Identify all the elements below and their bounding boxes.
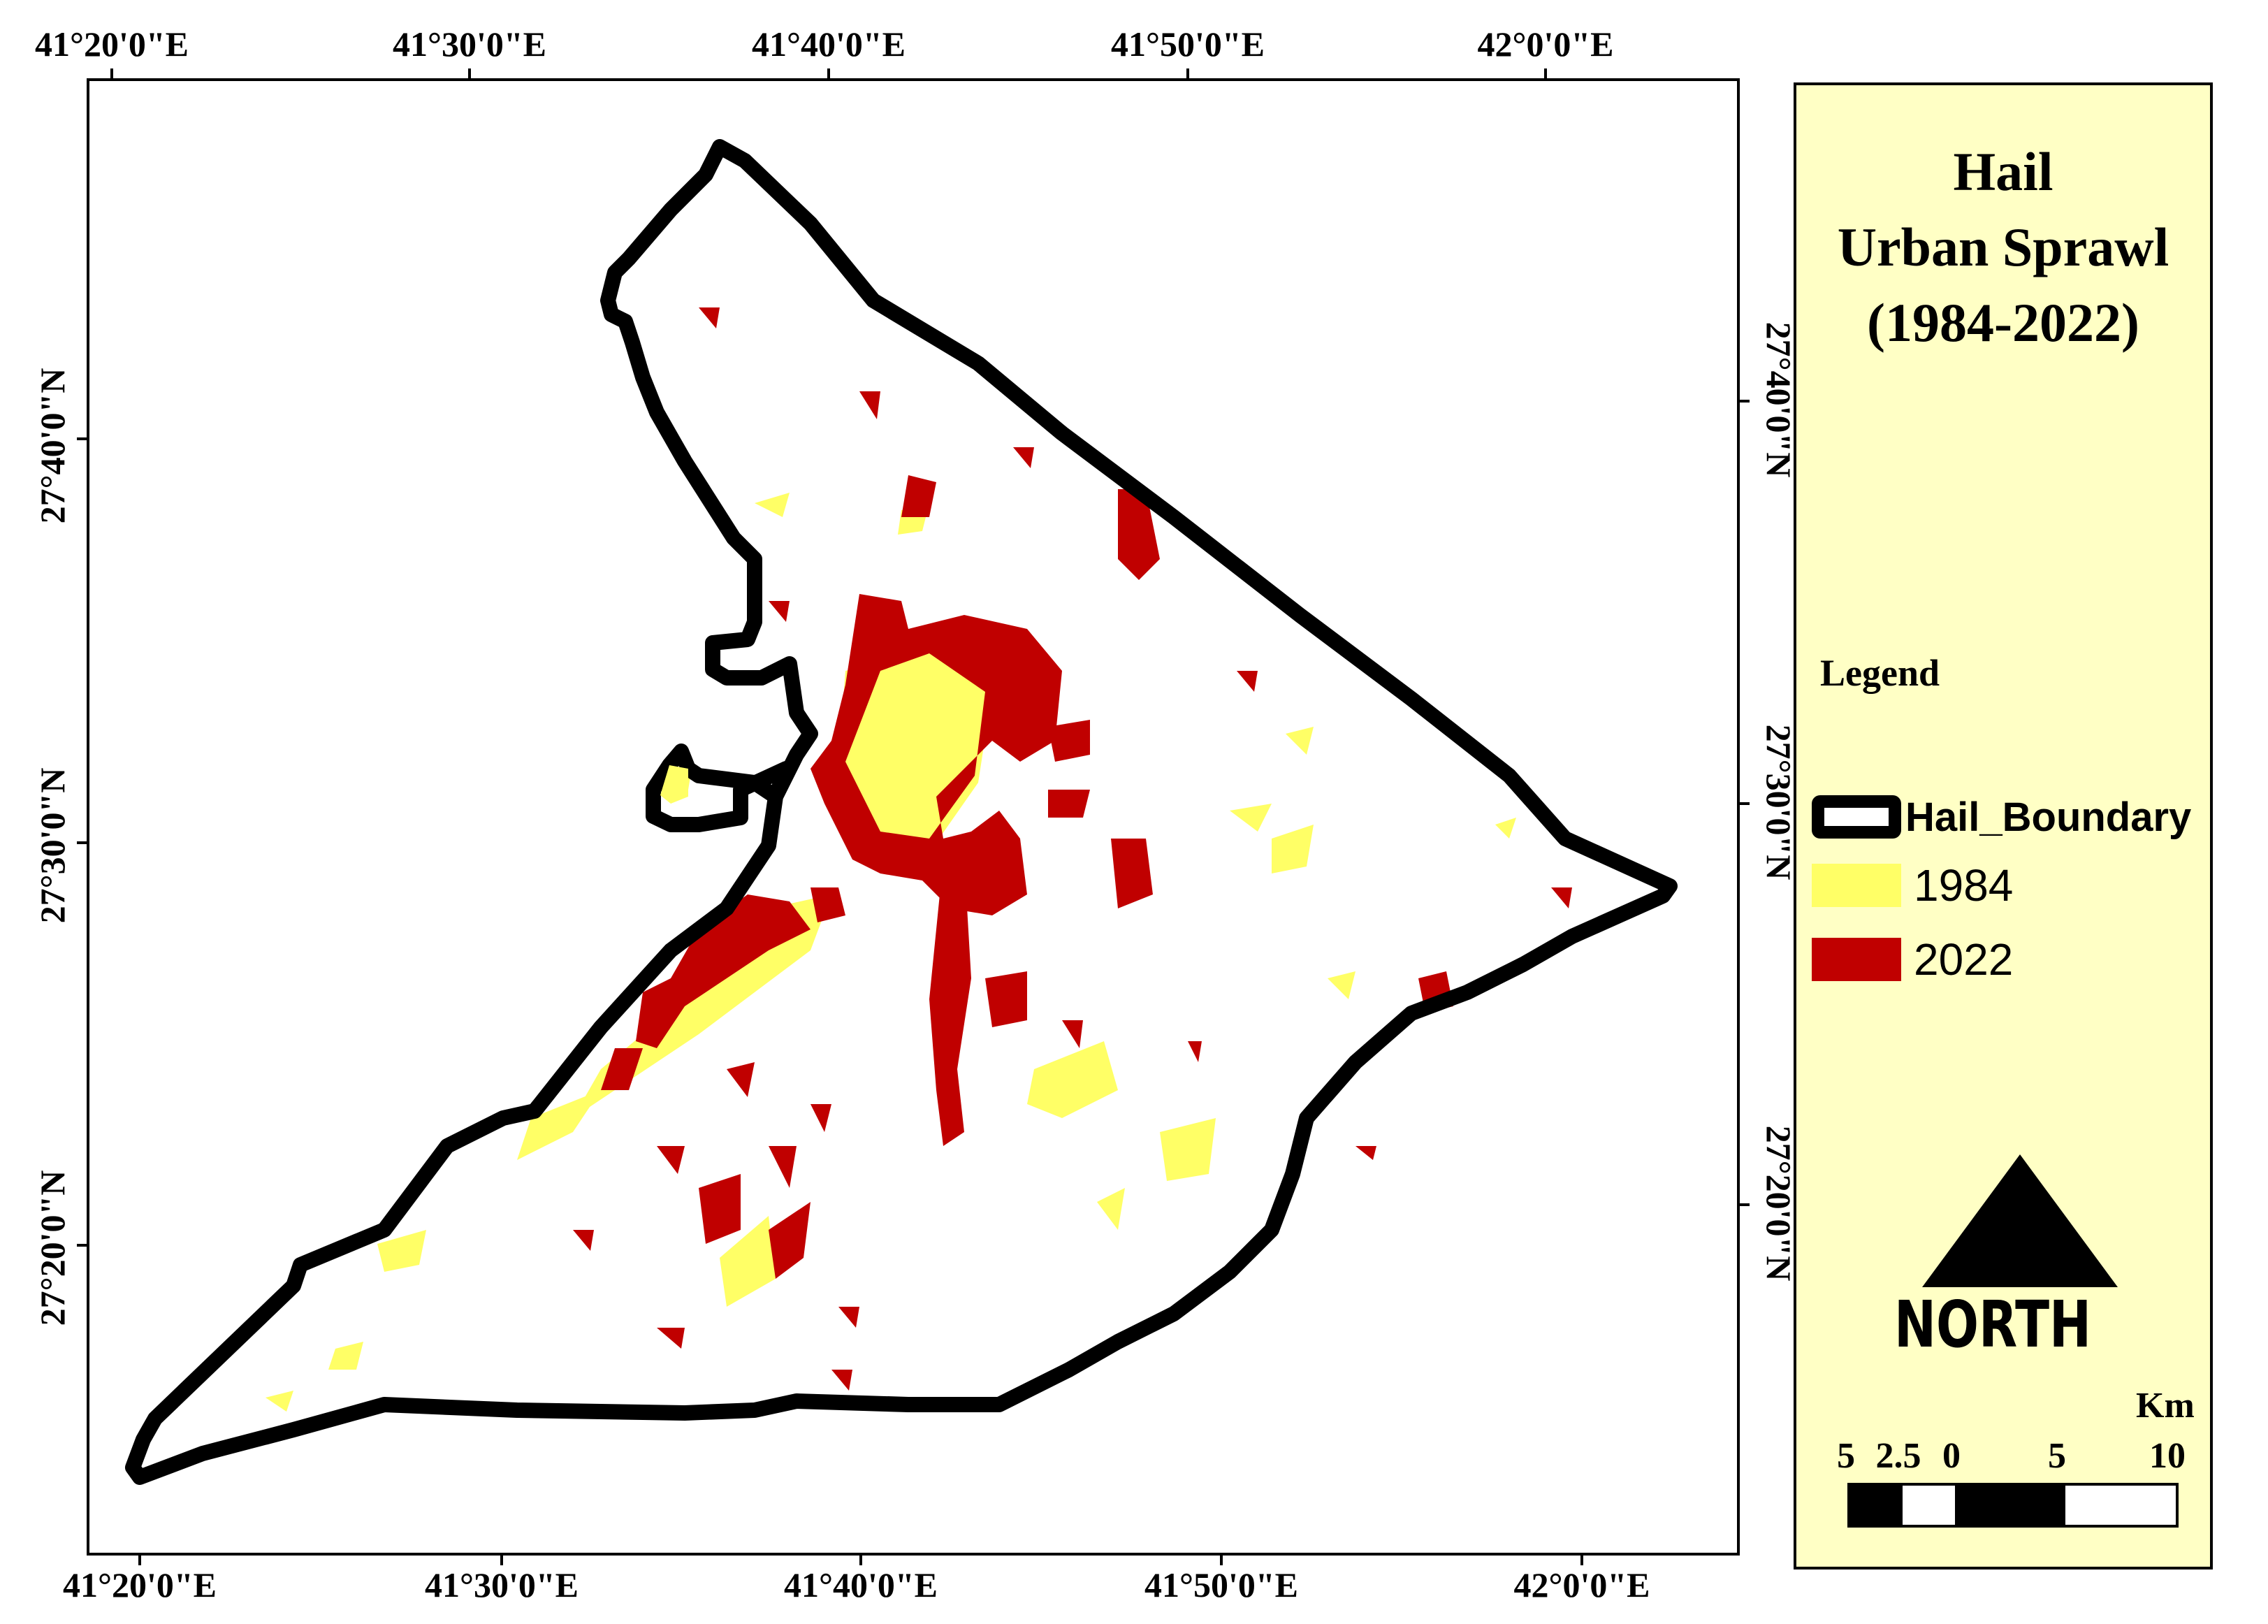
bottom-longitude-label-3: 41°40'0"E <box>784 1565 938 1604</box>
legend-label-2022: 2022 <box>1914 934 2014 985</box>
frame-ticks <box>77 68 1750 1565</box>
top-longitude-label-2: 41°30'0"E <box>393 24 546 64</box>
scale-label-2: 2.5 <box>1875 1436 1921 1476</box>
scale-label-4: 5 <box>2048 1436 2066 1476</box>
bottom-longitude-label-5: 42°0'0"E <box>1513 1565 1650 1604</box>
map-title: Hail Urban Sprawl (1984-2022) <box>1796 134 2210 361</box>
map-title-line-1: Hail <box>1953 141 2053 202</box>
legend-item-2022: 2022 <box>1812 934 2014 985</box>
hail-boundary-outline <box>125 139 1678 1485</box>
scale-unit: Km <box>2136 1386 2195 1426</box>
bottom-longitude-label-4: 41°50'0"E <box>1144 1565 1298 1604</box>
legend-panel: Hail Urban Sprawl (1984-2022) Legend Hai… <box>1794 82 2213 1569</box>
legend-label-1984: 1984 <box>1914 860 2014 911</box>
boundary-enclave-fill <box>660 765 688 804</box>
scale-segment-4 <box>2065 1486 2176 1525</box>
map-title-line-3: (1984-2022) <box>1867 292 2139 353</box>
legend-item-1984: 1984 <box>1812 860 2014 911</box>
top-longitude-label-1: 41°20'0"E <box>35 24 189 64</box>
scale-label-3: 0 <box>1942 1436 1961 1476</box>
bottom-longitude-label-2: 41°30'0"E <box>425 1565 579 1604</box>
map-title-line-2: Urban Sprawl <box>1837 217 2169 277</box>
scale-segment-1 <box>1850 1486 1903 1525</box>
legend-swatch-2022 <box>1812 938 1901 981</box>
north-label: NORTH <box>1894 1287 2092 1362</box>
scale-segment-2 <box>1903 1486 1955 1525</box>
bottom-longitude-label-1: 41°20'0"E <box>63 1565 217 1604</box>
urban-areas-2022 <box>573 307 1572 1391</box>
north-arrow-icon <box>1922 1154 2118 1287</box>
legend-swatch-boundary <box>1812 795 1901 839</box>
scale-segment-3 <box>1955 1486 2065 1525</box>
legend-item-boundary: Hail_Boundary <box>1812 792 2191 841</box>
legend-heading: Legend <box>1820 652 1940 694</box>
top-longitude-label-5: 42°0'0"E <box>1477 24 1614 64</box>
top-longitude-label-4: 41°50'0"E <box>1111 24 1265 64</box>
scale-label-1: 5 <box>1837 1436 1855 1476</box>
scale-bar <box>1847 1483 2179 1528</box>
top-longitude-label-3: 41°40'0"E <box>752 24 906 64</box>
legend-swatch-1984 <box>1812 864 1901 907</box>
legend-label-boundary: Hail_Boundary <box>1905 794 2192 840</box>
scale-label-5: 10 <box>2149 1436 2186 1476</box>
